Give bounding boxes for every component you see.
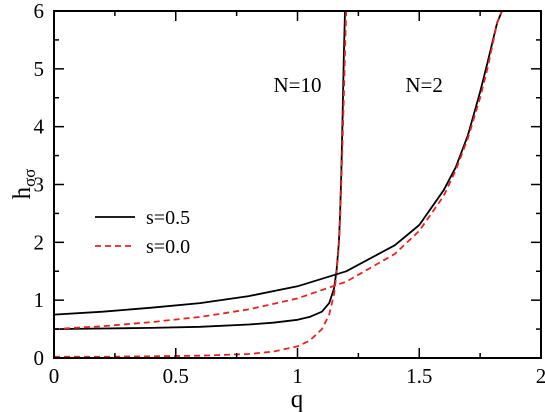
series-line-n2-s05 bbox=[54, 11, 503, 316]
y-tick-label: 0 bbox=[34, 346, 45, 370]
y-axis-label: hσσ bbox=[9, 169, 39, 200]
x-tick-label: 0 bbox=[49, 364, 60, 388]
y-axis-label-subscript: σσ bbox=[20, 169, 39, 187]
legend: s=0.5 s=0.0 bbox=[95, 207, 190, 258]
x-tick-label: 1.5 bbox=[406, 364, 432, 388]
y-axis-label-main: h bbox=[9, 186, 36, 199]
y-tick-label: 4 bbox=[34, 115, 45, 139]
y-tick-label: 3 bbox=[34, 173, 45, 197]
y-tick-label: 2 bbox=[34, 230, 45, 254]
annotation-n10: N=10 bbox=[273, 73, 321, 97]
y-tick-label: 1 bbox=[34, 288, 45, 312]
legend-label-s00: s=0.0 bbox=[146, 236, 190, 258]
legend-label-s05: s=0.5 bbox=[146, 207, 190, 229]
x-tick-label: 1 bbox=[292, 364, 303, 388]
series-line-n10-s05 bbox=[54, 11, 346, 330]
ticks-layer bbox=[53, 10, 542, 359]
plot-frame bbox=[53, 10, 542, 359]
x-tick-label: 2 bbox=[536, 364, 545, 388]
x-tick-label: 0.5 bbox=[163, 364, 189, 388]
x-axis-label: q bbox=[291, 386, 304, 412]
series-line-n10-s00 bbox=[54, 11, 348, 358]
annotation-n2: N=2 bbox=[405, 73, 443, 97]
y-tick-label: 6 bbox=[34, 0, 45, 23]
series-line-n2-s00 bbox=[54, 11, 503, 330]
y-tick-label: 5 bbox=[34, 57, 45, 81]
series-layer bbox=[54, 11, 503, 358]
tick-labels-layer: 0 0.5 1 1.5 2 0 1 2 3 4 5 6 bbox=[34, 0, 545, 388]
